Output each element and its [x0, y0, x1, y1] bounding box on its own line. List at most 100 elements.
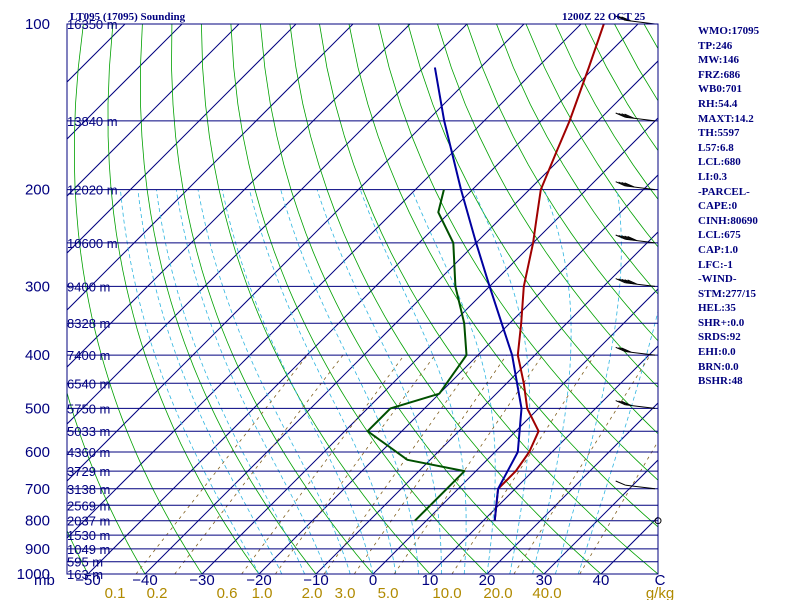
height-label: 7400 m — [67, 348, 110, 363]
height-label: 9400 m — [67, 279, 110, 294]
wind-barb-flag — [618, 400, 629, 406]
index-item: TH:5597 — [698, 127, 740, 140]
mixing-ratio-line — [135, 354, 308, 574]
pressure-tick-label: 500 — [25, 400, 50, 417]
moist-adiabat — [137, 189, 283, 574]
wind-barbs — [615, 15, 662, 525]
mixing-ratio-line — [393, 354, 543, 574]
temperature-tick-label: −20 — [246, 572, 271, 589]
isotherm-line — [87, 24, 639, 574]
wind-barb-flag — [624, 182, 635, 188]
height-label: 2037 m — [67, 514, 110, 529]
plot-frame — [66, 23, 659, 575]
wind-barb-flag — [615, 480, 626, 486]
isotherm-line — [486, 402, 658, 574]
temperature-unit-label: C — [655, 572, 666, 589]
mixing-ratio-line — [323, 354, 480, 574]
moist-adiabat — [221, 189, 374, 574]
pressure-tick-label: 200 — [25, 182, 50, 199]
temperature-tick-label: −10 — [303, 572, 328, 589]
mixing-ratio-tick-label: 0.2 — [147, 585, 168, 600]
index-item: TP:246 — [698, 39, 733, 52]
mixing-ratio-line — [451, 354, 595, 574]
isotherm-line — [67, 24, 354, 311]
pressure-tick-label: 1000 — [17, 566, 50, 583]
wind-barb-flag — [621, 113, 632, 119]
sounding-traces — [366, 24, 605, 522]
moist-adiabat — [316, 189, 442, 574]
moist-adiabat — [532, 189, 572, 574]
wind-barb-flag — [615, 112, 626, 118]
isotherm-line — [67, 24, 411, 368]
moist-adiabat — [577, 309, 658, 574]
index-item: -PARCEL- — [698, 185, 750, 198]
wind-barb-flag — [615, 234, 626, 240]
mixing-ratio-line — [241, 354, 405, 574]
pressure-unit-label: mb — [34, 572, 55, 589]
wind-barb-staff — [625, 484, 656, 490]
wind-barb-flag — [618, 112, 629, 119]
dry-adiabat — [107, 24, 260, 574]
isotherm-line — [201, 117, 658, 574]
temperature-tick-label: 10 — [422, 572, 439, 589]
pressure-tick-label: 100 — [25, 16, 50, 33]
indices-panel: WMO:17095 TP:246 MW:146 FRZ:686 WB0:701 RH:54… — [698, 24, 798, 389]
wind-barb — [615, 181, 656, 191]
isotherm-line — [67, 24, 240, 197]
wind-barb-flag — [621, 400, 632, 406]
mixing-ratio-line — [513, 354, 651, 574]
wind-barb — [615, 278, 656, 287]
wind-barb-flag — [621, 235, 632, 241]
index-item: LFC:-1 — [698, 258, 733, 271]
index-item: FRZ:686 — [698, 68, 741, 81]
mixing-ratio-tick-label: 0.1 — [105, 585, 126, 600]
index-item: BSHR:48 — [698, 375, 743, 388]
index-item: BRN:0.0 — [698, 360, 739, 373]
height-label: 3138 m — [67, 482, 110, 497]
pressure-tick-label: 600 — [25, 444, 50, 461]
wind-barb-flag — [624, 235, 635, 241]
height-label: 16350 m — [67, 17, 118, 32]
wind-barb-flag — [615, 15, 626, 21]
isotherm-line — [144, 60, 658, 574]
isotherm-line — [67, 24, 183, 140]
mixing-ratio-tick-label: 0.6 — [217, 585, 238, 600]
isotherm-line — [315, 231, 658, 574]
index-item: CAPE:0 — [698, 200, 738, 213]
index-item: LCL:680 — [698, 156, 741, 169]
wind-barb-flag — [621, 181, 632, 188]
index-item: LI:0.3 — [698, 170, 728, 183]
wind-barb-flag — [618, 181, 629, 187]
index-item: CINH:80690 — [698, 214, 758, 227]
moist-adiabat — [156, 189, 305, 574]
moist-adiabat — [472, 189, 531, 574]
pressure-tick-label: 300 — [25, 278, 50, 295]
wind-barb — [615, 400, 656, 409]
dry-adiabat — [230, 24, 488, 574]
temperature-tick-label: 40 — [593, 572, 610, 589]
wind-barb-flag — [615, 181, 626, 187]
isotherm-line — [543, 459, 658, 574]
temperature-tick-label: 20 — [479, 572, 496, 589]
isotherm-line — [67, 24, 525, 482]
wind-barb — [615, 15, 656, 25]
wind-barb — [615, 346, 656, 356]
dry-adiabat — [201, 24, 431, 574]
height-label: 4360 m — [67, 445, 110, 460]
height-label: 2569 m — [67, 498, 110, 513]
moist-adiabat — [120, 189, 260, 574]
temperature-tick-label: −50 — [75, 572, 100, 589]
chart-title: LT095 (17095) Sounding — [70, 11, 186, 23]
mixing-ratio-tick-label: 5.0 — [378, 585, 399, 600]
pressure-tick-label: 400 — [25, 347, 50, 364]
index-item: -WIND- — [698, 273, 737, 286]
height-label: 8328 m — [67, 316, 110, 331]
wind-barb — [615, 112, 656, 122]
dry-adiabat — [260, 24, 545, 574]
height-label: 5033 m — [67, 424, 110, 439]
wind-barb-flag — [624, 279, 635, 285]
height-label: 1049 m — [67, 542, 110, 557]
isotherm-line — [258, 174, 658, 574]
